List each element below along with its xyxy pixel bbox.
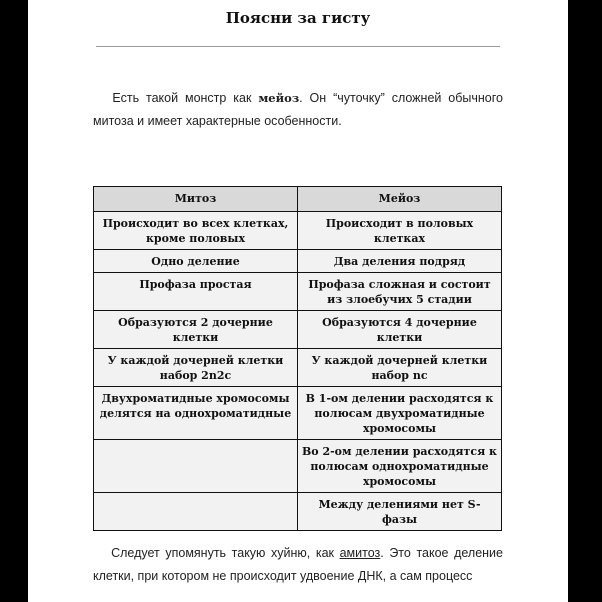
- cell-mitosis: У каждой дочерней клетки набор 2n2c: [93, 348, 298, 387]
- title-divider: [96, 46, 500, 47]
- table-row: У каждой дочерней клетки набор 2n2c У каж…: [93, 348, 502, 387]
- table-row: Образуются 2 дочерние клетки Образуются 4…: [93, 310, 502, 349]
- cell-meiosis: Происходит в половых клетках: [297, 211, 502, 250]
- comparison-table: Митоз Мейоз Происходит во всех клетках, …: [93, 186, 502, 531]
- header-mitosis: Митоз: [93, 186, 298, 212]
- cell-mitosis: Двухроматидные хромосомы делятся на одно…: [93, 386, 298, 440]
- cell-meiosis: Во 2-ом делении расходятся к полюсам одн…: [297, 439, 502, 493]
- cell-meiosis: В 1-ом делении расходятся к полюсам двух…: [297, 386, 502, 440]
- cell-meiosis: У каждой дочерней клетки набор nc: [297, 348, 502, 387]
- cell-meiosis: Между делениями нет S-фазы: [297, 492, 502, 531]
- outro-text-rest: . Это такое деление клетки, при котором …: [93, 546, 503, 583]
- cell-mitosis: Одно деление: [93, 249, 298, 273]
- cell-mitosis: Происходит во всех клетках, кроме половы…: [93, 211, 298, 250]
- cell-meiosis: Образуются 4 дочерние клетки: [297, 310, 502, 349]
- table-row: Двухроматидные хромосомы делятся на одно…: [93, 386, 502, 440]
- page-title: Поясни за гисту: [225, 9, 371, 27]
- cell-mitosis: [93, 492, 298, 531]
- table-row: Между делениями нет S-фазы: [93, 492, 502, 531]
- table-row: Происходит во всех клетках, кроме половы…: [93, 211, 502, 250]
- table-row: Одно деление Два деления подряд: [93, 249, 502, 273]
- cell-mitosis: Образуются 2 дочерние клетки: [93, 310, 298, 349]
- intro-text-rest: . Он “чуточку” сложней обычного митоза и…: [93, 91, 503, 128]
- intro-bold-term: мейоз: [258, 91, 300, 105]
- intro-paragraph: Есть такой монстр как мейоз. Он “чуточку…: [93, 87, 503, 133]
- cell-meiosis: Профаза сложная и состоит из злоебучих 5…: [297, 272, 502, 311]
- cell-meiosis: Два деления подряд: [297, 249, 502, 273]
- table-row: Профаза простая Профаза сложная и состоит…: [93, 272, 502, 311]
- cell-mitosis: Профаза простая: [93, 272, 298, 311]
- cell-mitosis: [93, 439, 298, 493]
- header-meiosis: Мейоз: [297, 186, 502, 212]
- outro-underlined-term: амитоз: [339, 546, 381, 560]
- outro-text: Следует упомянуть такую хуйню, как: [111, 546, 340, 560]
- table-header-row: Митоз Мейоз: [93, 186, 502, 212]
- table-row: Во 2-ом делении расходятся к полюсам одн…: [93, 439, 502, 493]
- outro-paragraph: Следует упомянуть такую хуйню, как амито…: [93, 542, 503, 588]
- intro-text: Есть такой монстр как: [112, 91, 259, 105]
- document-page: Поясни за гисту Есть такой монстр как ме…: [28, 0, 568, 602]
